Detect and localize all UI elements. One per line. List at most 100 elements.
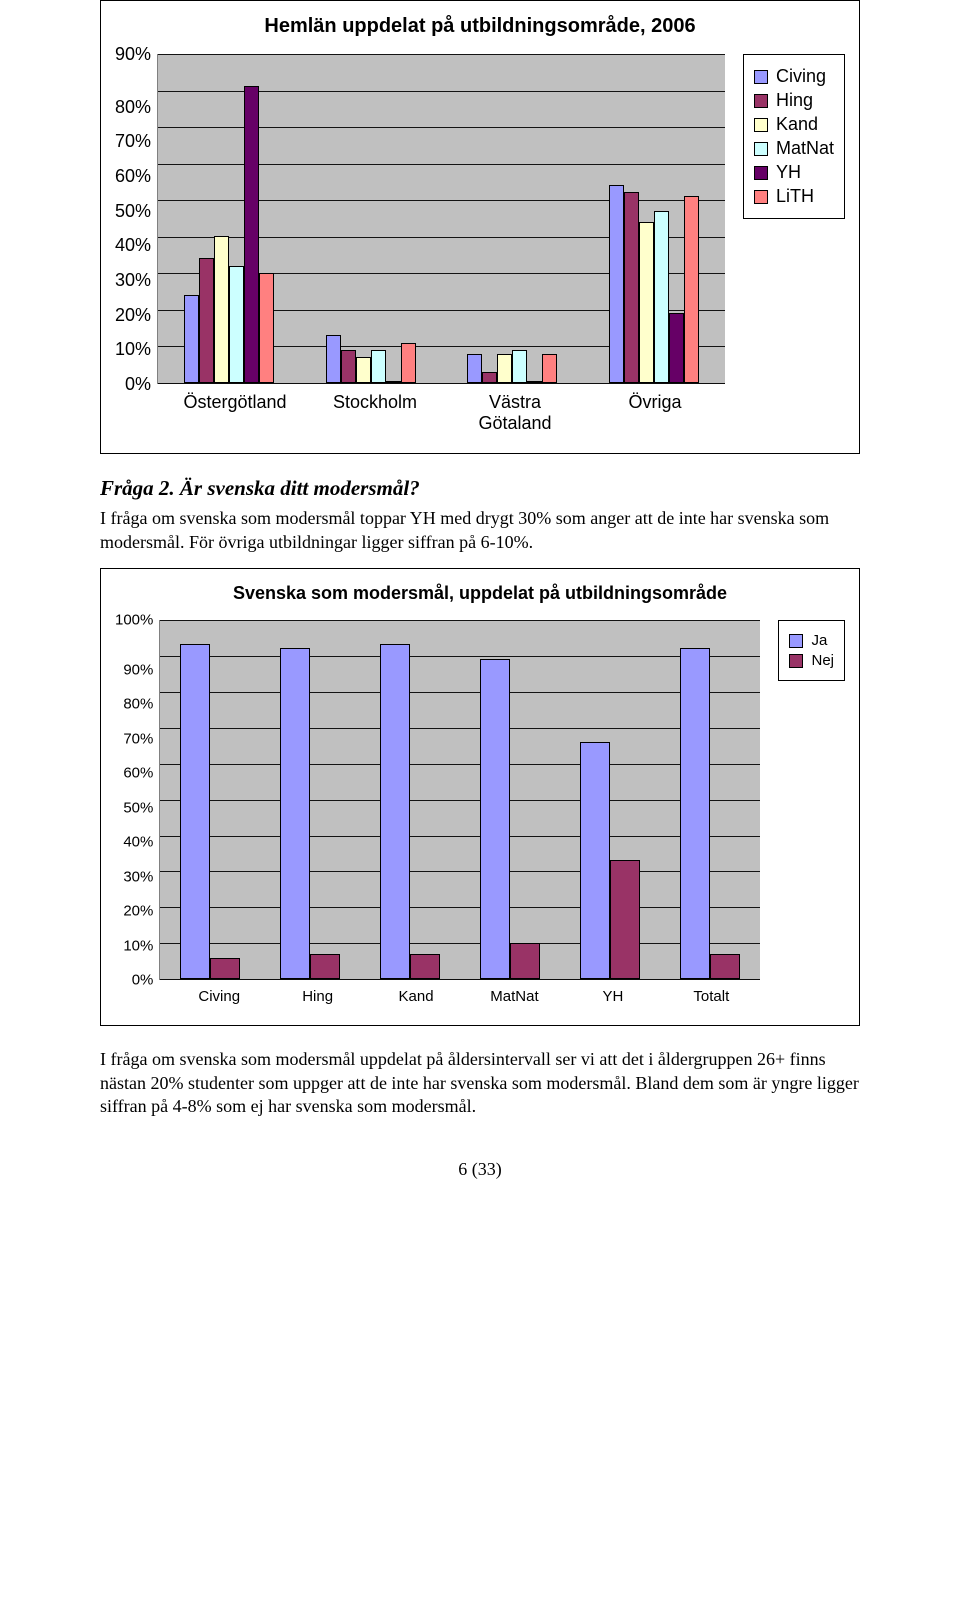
- legend-item: LiTH: [754, 186, 834, 207]
- legend-label: MatNat: [776, 138, 834, 159]
- chart-2-y-axis: 100%90%80%70%60%50%40%30%20%10%0%: [115, 620, 159, 980]
- bar-group: [467, 54, 557, 383]
- legend-swatch: [754, 118, 768, 132]
- y-tick: 80%: [123, 697, 153, 712]
- bar: [410, 954, 440, 979]
- legend-item: Ja: [789, 632, 834, 649]
- legend-label: Ja: [811, 632, 827, 649]
- bar: [386, 381, 401, 383]
- x-label: Hing: [268, 988, 366, 1005]
- bar: [210, 958, 240, 980]
- bar: [356, 357, 371, 383]
- question-2-para-1: I fråga om svenska som modersmål toppar …: [100, 507, 860, 554]
- bar-group: [380, 620, 440, 979]
- y-tick: 0%: [125, 375, 151, 393]
- bar: [542, 354, 557, 383]
- y-tick: 10%: [115, 340, 151, 358]
- y-tick: 50%: [115, 202, 151, 220]
- bar: [184, 295, 199, 383]
- legend-swatch: [754, 142, 768, 156]
- bar: [326, 335, 341, 383]
- y-tick: 90%: [123, 662, 153, 677]
- legend-label: YH: [776, 162, 801, 183]
- bar: [527, 381, 542, 383]
- bar: [684, 196, 699, 383]
- bar: [497, 354, 512, 383]
- chart-2: Svenska som modersmål, uppdelat på utbil…: [100, 568, 860, 1026]
- para-2: I fråga om svenska som modersmål uppdela…: [100, 1048, 860, 1118]
- y-tick: 60%: [115, 167, 151, 185]
- legend-label: LiTH: [776, 186, 814, 207]
- legend-swatch: [754, 70, 768, 84]
- bar: [214, 236, 229, 383]
- legend-label: Hing: [776, 90, 813, 111]
- bar-group: [580, 620, 640, 979]
- bar-group: [680, 620, 740, 979]
- bar: [229, 266, 244, 383]
- bar: [669, 313, 684, 383]
- bar: [580, 742, 610, 980]
- legend-item: Hing: [754, 90, 834, 111]
- y-tick: 80%: [115, 98, 151, 116]
- question-2-heading: Fråga 2. Är svenska ditt modersmål?: [100, 476, 860, 501]
- chart-2-plot: [159, 620, 760, 980]
- bar-group: [326, 54, 416, 383]
- legend-item: Nej: [789, 652, 834, 669]
- y-tick: 20%: [115, 306, 151, 324]
- bar: [199, 258, 214, 383]
- legend-swatch: [789, 634, 803, 648]
- legend-item: YH: [754, 162, 834, 183]
- bar: [480, 659, 510, 979]
- y-tick: 100%: [115, 613, 153, 628]
- y-tick: 50%: [123, 800, 153, 815]
- bar-group: [480, 620, 540, 979]
- chart-1-title: Hemlän uppdelat på utbildningsområde, 20…: [101, 1, 859, 46]
- y-tick: 60%: [123, 766, 153, 781]
- bar: [280, 648, 310, 979]
- chart-1-legend: Civing Hing Kand MatNat YH LiTH: [743, 54, 845, 219]
- y-tick: 30%: [123, 869, 153, 884]
- bar: [259, 273, 274, 383]
- legend-item: Kand: [754, 114, 834, 135]
- bar: [654, 211, 669, 383]
- bar: [180, 644, 210, 979]
- y-tick: 0%: [132, 973, 154, 988]
- x-label: Övriga: [585, 392, 725, 433]
- legend-swatch: [789, 654, 803, 668]
- x-label: Östergötland: [165, 392, 305, 433]
- bar: [639, 222, 654, 383]
- y-tick: 70%: [115, 132, 151, 150]
- legend-label: Kand: [776, 114, 818, 135]
- page-number: 6 (33): [100, 1159, 860, 1180]
- y-tick: 20%: [123, 904, 153, 919]
- legend-swatch: [754, 166, 768, 180]
- legend-label: Nej: [811, 652, 834, 669]
- bar: [341, 350, 356, 383]
- bar: [512, 350, 527, 383]
- bar-group: [609, 54, 699, 383]
- x-label: Västra Götaland: [445, 392, 585, 433]
- bar: [624, 192, 639, 383]
- x-label: YH: [564, 988, 662, 1005]
- x-label: Stockholm: [305, 392, 445, 433]
- chart-2-x-axis: CivingHingKandMatNatYHTotalt: [170, 980, 760, 1011]
- chart-1-plot: [157, 54, 725, 384]
- legend-swatch: [754, 94, 768, 108]
- legend-swatch: [754, 190, 768, 204]
- legend-item: Civing: [754, 66, 834, 87]
- chart-2-title: Svenska som modersmål, uppdelat på utbil…: [101, 569, 859, 612]
- bar: [244, 86, 259, 383]
- bar-group: [180, 620, 240, 979]
- x-label: Kand: [367, 988, 465, 1005]
- legend-label: Civing: [776, 66, 826, 87]
- bar-group: [280, 620, 340, 979]
- bar: [371, 350, 386, 383]
- y-tick: 90%: [115, 45, 151, 63]
- bar: [710, 954, 740, 979]
- y-tick: 30%: [115, 271, 151, 289]
- chart-1: Hemlän uppdelat på utbildningsområde, 20…: [100, 0, 860, 454]
- bar: [467, 354, 482, 383]
- y-tick: 40%: [123, 835, 153, 850]
- x-label: Civing: [170, 988, 268, 1005]
- y-tick: 40%: [115, 236, 151, 254]
